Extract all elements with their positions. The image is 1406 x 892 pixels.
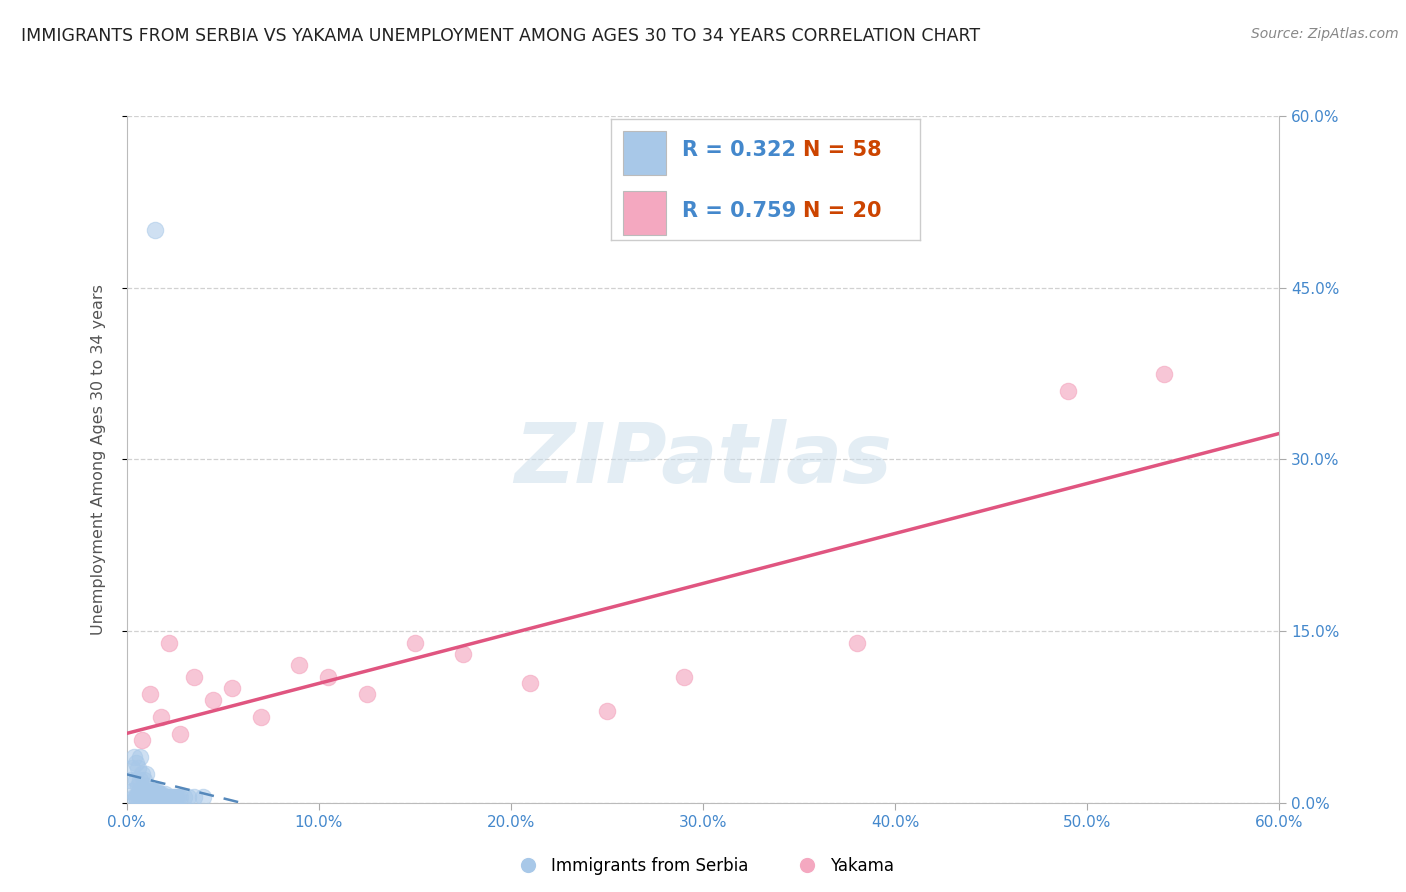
Point [127, 779, 149, 793]
FancyBboxPatch shape [623, 131, 666, 175]
Point [138, 790, 160, 805]
Point [125, 790, 148, 805]
Point [221, 681, 243, 696]
Point [132, 784, 155, 798]
Point [153, 790, 176, 805]
Point [141, 784, 163, 798]
Point [183, 670, 205, 684]
Point [122, 790, 145, 805]
Point [125, 756, 148, 770]
Point [127, 790, 149, 805]
Point [250, 710, 273, 724]
Point [121, 762, 143, 776]
Point [519, 675, 541, 690]
Point [157, 635, 180, 649]
Point [142, 784, 165, 798]
Point [202, 692, 225, 706]
Legend: Immigrants from Serbia, Yakama: Immigrants from Serbia, Yakama [505, 851, 901, 882]
Point [146, 790, 169, 805]
Point [120, 772, 142, 787]
Text: Source: ZipAtlas.com: Source: ZipAtlas.com [1251, 27, 1399, 41]
Point [142, 790, 165, 805]
Point [145, 790, 166, 805]
Point [135, 767, 157, 781]
Point [141, 790, 163, 805]
Point [131, 790, 153, 805]
Point [129, 750, 152, 764]
Point [672, 670, 695, 684]
Point [129, 790, 152, 805]
Point [166, 790, 188, 805]
Point [163, 790, 186, 805]
Point [138, 687, 160, 701]
Point [169, 790, 191, 805]
Point [162, 790, 184, 805]
Point [125, 790, 148, 805]
Point [356, 687, 378, 701]
Point [121, 784, 143, 798]
FancyBboxPatch shape [623, 192, 666, 235]
Point [177, 790, 200, 805]
Point [845, 635, 868, 649]
Point [148, 787, 170, 801]
Point [136, 784, 159, 798]
Point [159, 790, 181, 805]
Point [156, 790, 179, 805]
Point [167, 790, 190, 805]
Point [1057, 384, 1080, 398]
Text: IMMIGRANTS FROM SERBIA VS YAKAMA UNEMPLOYMENT AMONG AGES 30 TO 34 YEARS CORRELAT: IMMIGRANTS FROM SERBIA VS YAKAMA UNEMPLO… [21, 27, 980, 45]
Point [122, 750, 145, 764]
Y-axis label: Unemployment Among Ages 30 to 34 years: Unemployment Among Ages 30 to 34 years [91, 284, 105, 635]
Point [153, 787, 176, 801]
Text: R = 0.322: R = 0.322 [682, 140, 796, 161]
Point [169, 727, 191, 741]
Point [131, 784, 153, 798]
Point [146, 784, 169, 798]
Point [136, 790, 159, 805]
Point [157, 790, 180, 805]
Point [288, 658, 311, 673]
Point [145, 223, 166, 237]
Point [1153, 367, 1175, 381]
Point [132, 790, 155, 805]
Point [131, 732, 153, 747]
Point [138, 784, 160, 798]
Point [152, 790, 174, 805]
Point [451, 647, 474, 661]
Text: ZIPatlas: ZIPatlas [515, 419, 891, 500]
Point [145, 784, 166, 798]
Point [148, 790, 170, 805]
Point [135, 779, 157, 793]
Point [127, 762, 149, 776]
Point [150, 710, 173, 724]
Point [193, 790, 215, 805]
Point [145, 790, 166, 805]
Point [596, 704, 619, 718]
Point [173, 790, 195, 805]
Point [125, 772, 148, 787]
Point [131, 767, 153, 781]
Point [135, 784, 157, 798]
Point [150, 787, 173, 801]
Point [404, 635, 426, 649]
Point [132, 772, 155, 787]
Point [129, 784, 152, 798]
Point [135, 790, 157, 805]
Text: R = 0.759: R = 0.759 [682, 201, 796, 220]
Text: N = 20: N = 20 [803, 201, 882, 220]
Point [183, 790, 205, 805]
Text: N = 58: N = 58 [803, 140, 882, 161]
Point [129, 772, 152, 787]
Point [318, 670, 340, 684]
Point [150, 790, 173, 805]
